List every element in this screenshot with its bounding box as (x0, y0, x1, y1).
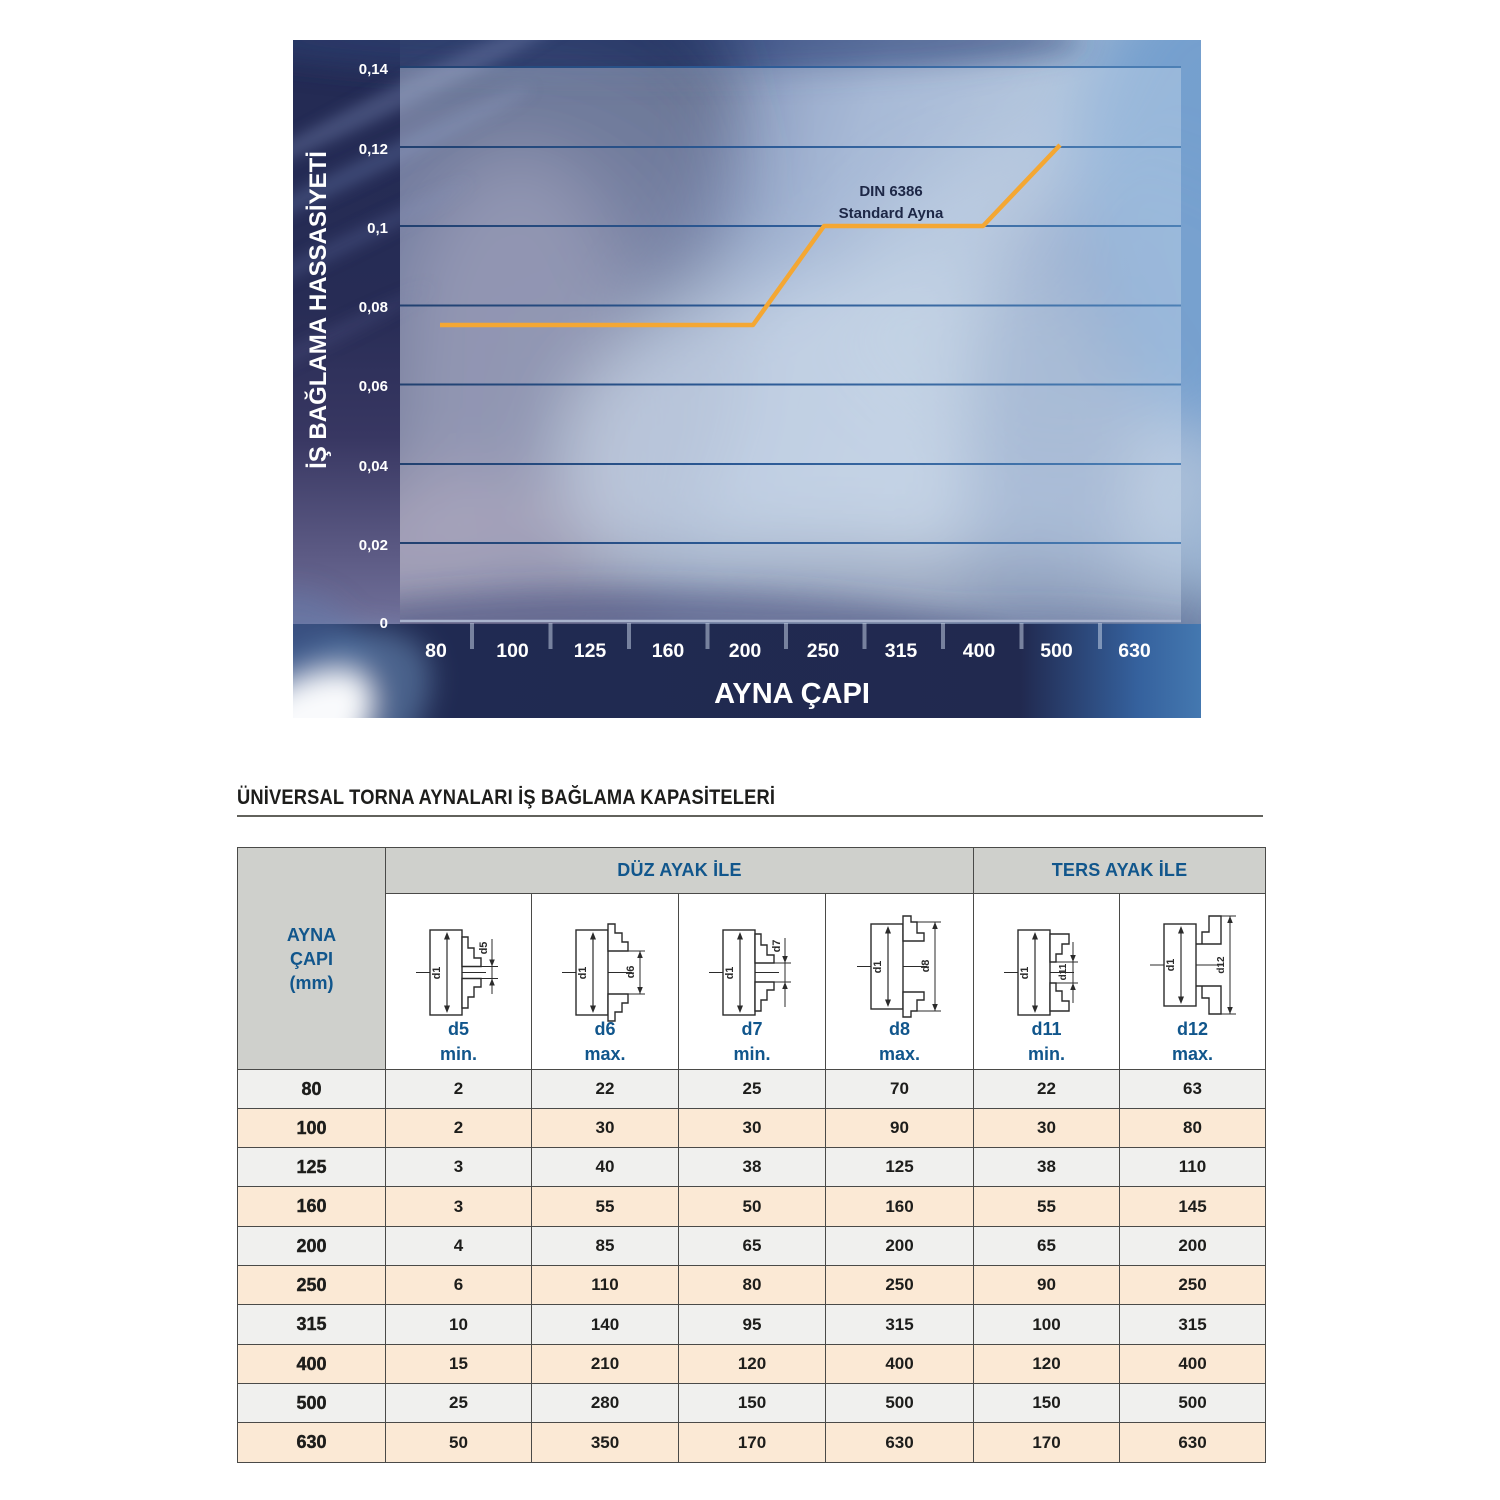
svg-text:100: 100 (496, 640, 529, 662)
svg-text:80: 80 (425, 640, 447, 662)
svg-text:d1: d1 (1019, 967, 1031, 980)
svg-text:d12: d12 (1216, 956, 1227, 974)
svg-text:d8: d8 (920, 960, 932, 973)
svg-text:0,02: 0,02 (359, 537, 388, 554)
svg-text:0,04: 0,04 (359, 458, 389, 475)
svg-text:0,1: 0,1 (367, 220, 388, 237)
svg-text:d1: d1 (431, 967, 443, 980)
svg-text:d1: d1 (872, 961, 884, 974)
svg-text:0,06: 0,06 (359, 378, 388, 395)
svg-text:d1: d1 (724, 967, 736, 980)
svg-text:İŞ BAĞLAMA HASSASİYETİ: İŞ BAĞLAMA HASSASİYETİ (304, 151, 332, 469)
svg-text:d6: d6 (625, 966, 637, 979)
svg-text:d1: d1 (577, 967, 589, 980)
svg-text:200: 200 (729, 640, 762, 662)
svg-text:400: 400 (963, 640, 996, 662)
svg-text:d7: d7 (771, 940, 783, 953)
svg-text:d11: d11 (1058, 963, 1069, 980)
svg-text:0,14: 0,14 (359, 61, 389, 78)
svg-text:AYNA ÇAPI: AYNA ÇAPI (714, 678, 870, 710)
svg-text:d5: d5 (478, 942, 490, 955)
svg-text:DIN 6386: DIN 6386 (859, 183, 922, 200)
svg-text:d1: d1 (1165, 959, 1177, 972)
svg-text:0,08: 0,08 (359, 299, 388, 316)
svg-text:315: 315 (885, 640, 918, 662)
svg-text:0,12: 0,12 (359, 141, 388, 158)
svg-text:250: 250 (807, 640, 840, 662)
svg-text:160: 160 (652, 640, 685, 662)
svg-text:Standard Ayna: Standard Ayna (839, 205, 944, 222)
svg-text:0: 0 (380, 615, 388, 632)
svg-text:630: 630 (1118, 640, 1151, 662)
svg-text:500: 500 (1040, 640, 1073, 662)
svg-text:125: 125 (574, 640, 607, 662)
